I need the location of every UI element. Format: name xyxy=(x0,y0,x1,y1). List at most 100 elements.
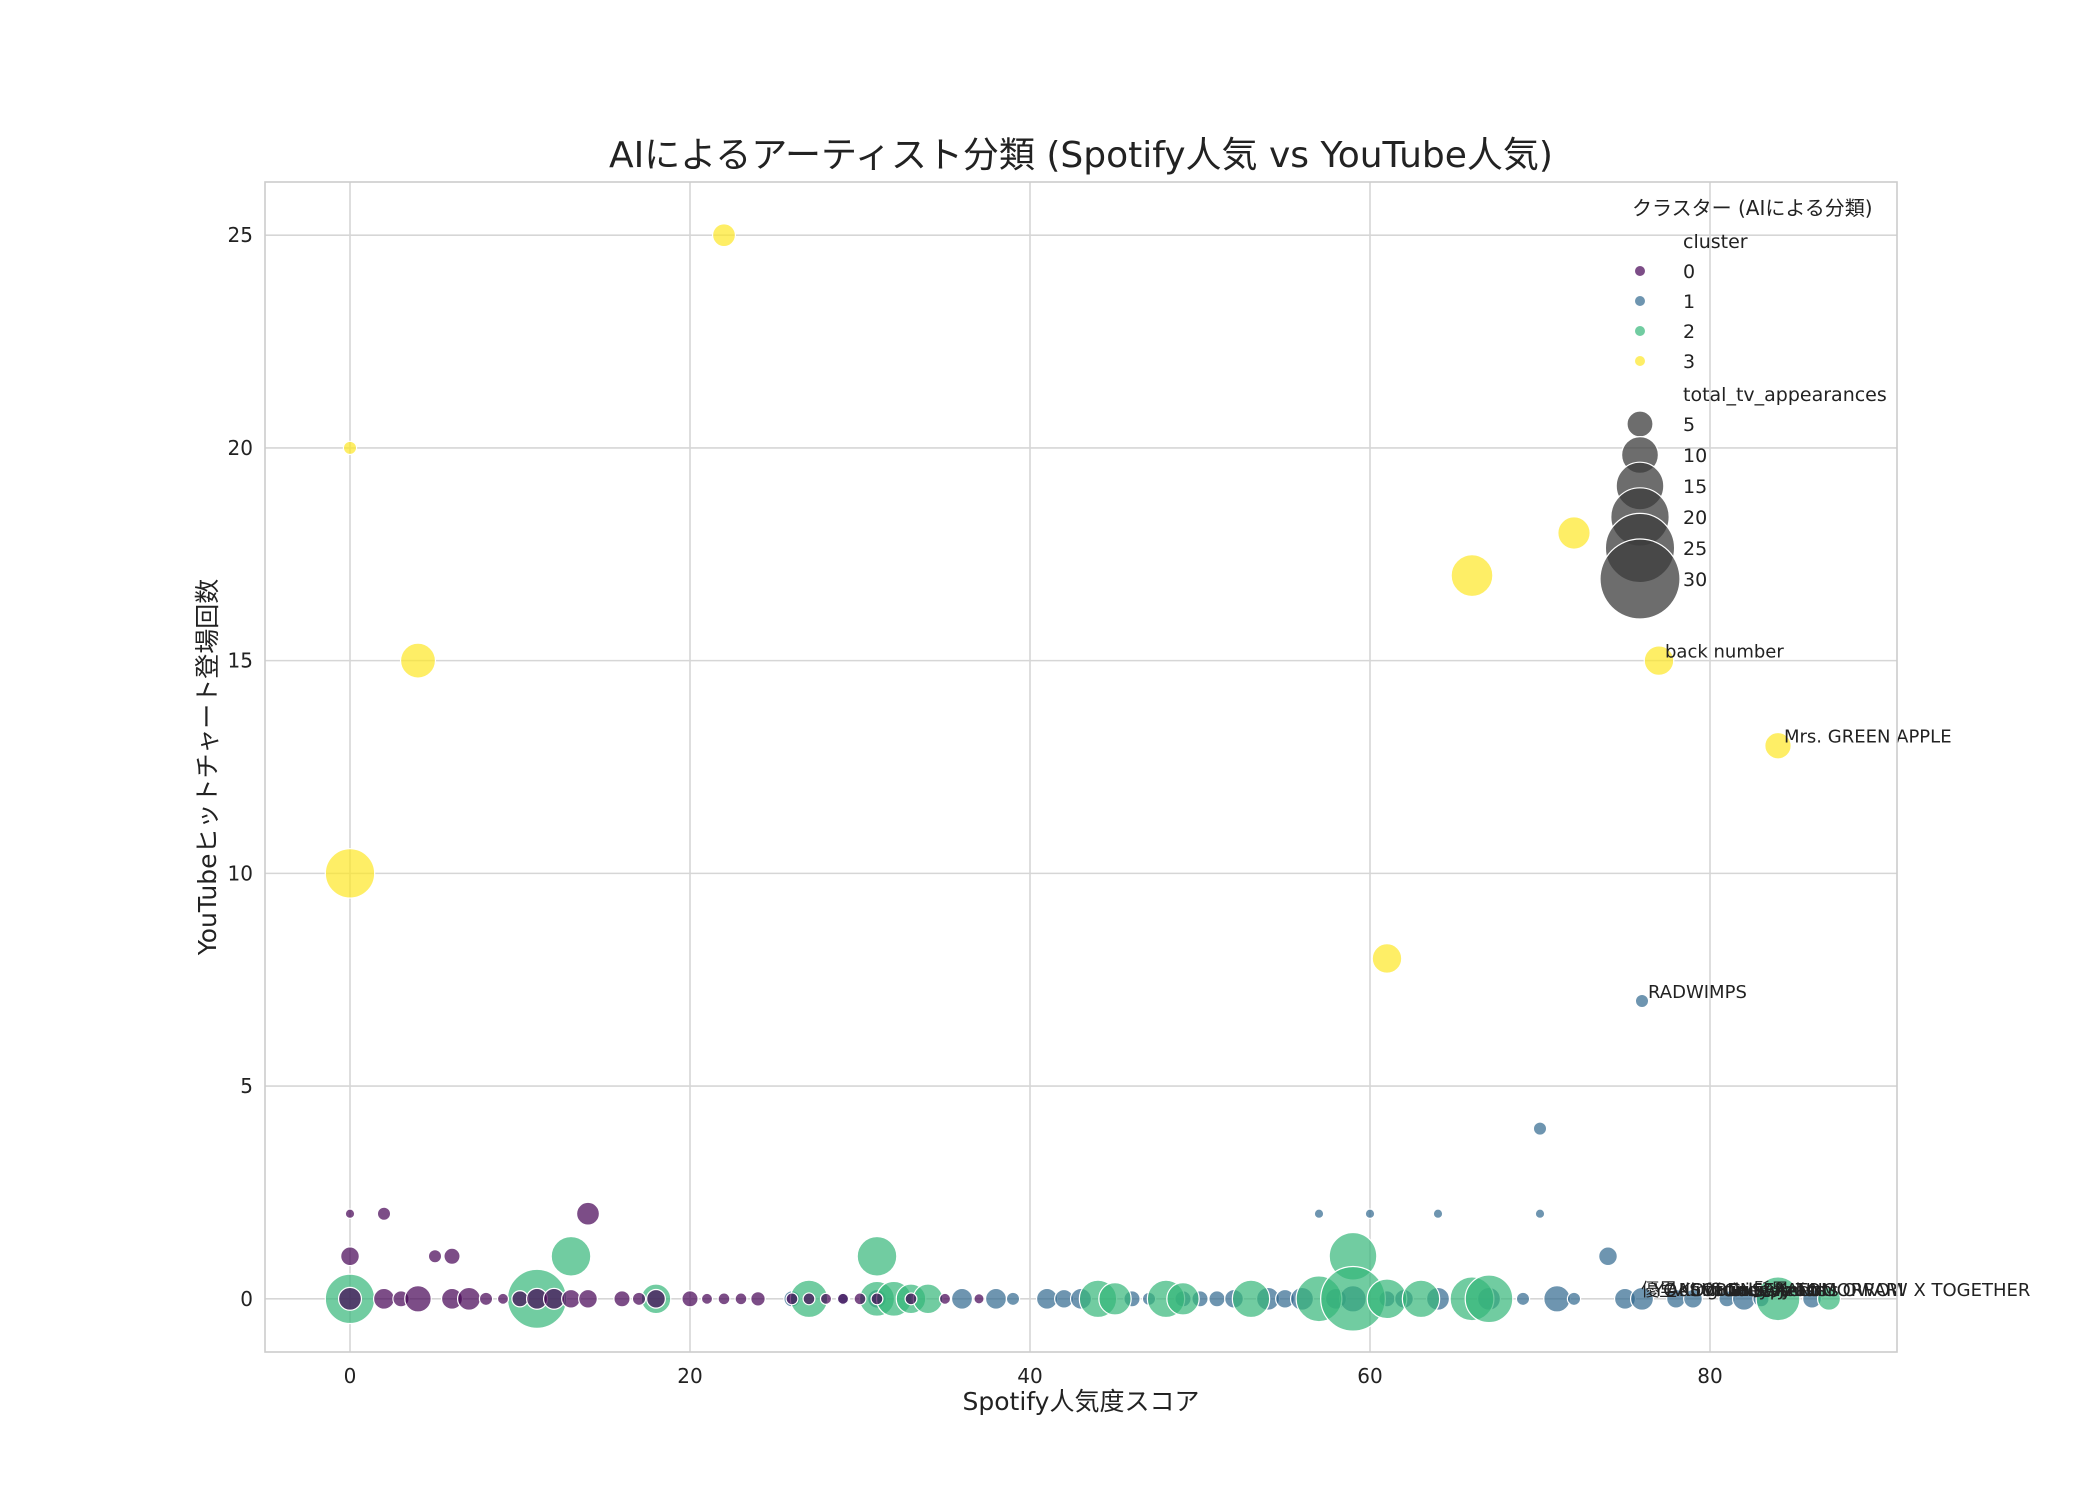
legend-size-label: 10 xyxy=(1683,445,1707,467)
point-annotation: SEKAI NO OWARI xyxy=(1752,1280,1904,1301)
data-point-cluster-1 xyxy=(1432,1208,1444,1219)
data-point-cluster-2 xyxy=(1755,1276,1801,1322)
data-point-cluster-0 xyxy=(575,1201,601,1226)
data-point-cluster-0 xyxy=(750,1290,766,1307)
y-tick-label: 10 xyxy=(228,861,253,885)
legend-size-label: 5 xyxy=(1683,414,1695,436)
data-point-cluster-0 xyxy=(613,1290,631,1308)
data-point-cluster-1 xyxy=(1313,1208,1325,1219)
data-point-cluster-0 xyxy=(427,1249,443,1264)
data-point-cluster-2 xyxy=(912,1283,944,1315)
data-point-cluster-0 xyxy=(496,1292,510,1305)
data-point-cluster-1 xyxy=(1534,1208,1546,1219)
x-axis-label: Spotify人気度スコア xyxy=(963,1387,1200,1416)
data-point-cluster-2 xyxy=(1401,1279,1441,1319)
legend-marker-cluster-3 xyxy=(1634,355,1646,367)
point-annotation: Vaundy xyxy=(1702,1280,1769,1301)
data-point-cluster-3 xyxy=(1764,731,1792,760)
legend-size-label: 30 xyxy=(1683,569,1707,591)
point-annotation: Ado xyxy=(1667,1280,1701,1301)
point-annotation: TOMORROW X TOGETHER xyxy=(1795,1280,2031,1301)
point-annotation: back number xyxy=(1665,642,1784,663)
data-point-cluster-0 xyxy=(717,1292,731,1306)
data-point-cluster-1 xyxy=(1364,1208,1376,1219)
data-point-cluster-0 xyxy=(344,1208,356,1219)
data-point-cluster-0 xyxy=(853,1292,867,1306)
data-point-cluster-0 xyxy=(973,1293,985,1305)
data-point-cluster-1 xyxy=(1515,1291,1531,1307)
data-point-cluster-1 xyxy=(1629,1286,1655,1311)
data-point-cluster-0 xyxy=(802,1292,816,1306)
point-annotation: King Gnu xyxy=(1679,1280,1761,1301)
data-point-cluster-0 xyxy=(443,1247,461,1265)
legend-size-title: total_tv_appearances xyxy=(1683,384,1887,406)
data-point-cluster-1 xyxy=(1005,1291,1021,1307)
legend-size-label: 25 xyxy=(1683,538,1707,560)
x-tick-label: 40 xyxy=(1017,1364,1042,1388)
data-point-cluster-1 xyxy=(950,1287,974,1310)
data-point-cluster-2 xyxy=(1464,1274,1514,1324)
data-point-cluster-0 xyxy=(681,1290,699,1308)
data-point-cluster-1 xyxy=(1532,1121,1548,1136)
data-point-cluster-0 xyxy=(938,1292,952,1305)
data-point-cluster-2 xyxy=(1166,1282,1200,1316)
data-point-cluster-0 xyxy=(340,1246,360,1267)
x-tick-label: 20 xyxy=(677,1364,702,1388)
data-point-cluster-0 xyxy=(561,1288,581,1309)
data-point-cluster-0 xyxy=(836,1292,850,1305)
data-point-cluster-3 xyxy=(324,848,376,899)
legend-label-cluster-3: 3 xyxy=(1683,351,1695,373)
data-point-cluster-0 xyxy=(511,1290,529,1308)
legend: クラスター (AIによる分類) cluster 0 1 2 3 total_tv_ap… xyxy=(1599,196,1887,620)
data-point-cluster-0 xyxy=(819,1292,833,1305)
y-tick-label: 20 xyxy=(228,436,253,460)
data-point-cluster-3 xyxy=(711,223,737,248)
point-annotation: RADWIMPS xyxy=(1648,982,1747,1003)
data-point-cluster-1 xyxy=(1208,1290,1226,1308)
chart-title: AIによるアーティスト分類 (Spotify人気 vs YouTube人気) xyxy=(609,135,1553,176)
data-point-cluster-3 xyxy=(1557,516,1591,550)
data-point-cluster-1 xyxy=(1683,1288,1703,1309)
data-point-cluster-0 xyxy=(372,1287,396,1310)
point-annotation: Mrs. GREEN APPLE xyxy=(1784,727,1952,748)
data-point-cluster-0 xyxy=(646,1288,666,1309)
point-annotation: Creepy Nuts xyxy=(1728,1280,1839,1301)
legend-label-cluster-2: 2 xyxy=(1683,321,1695,343)
legend-size-label: 15 xyxy=(1683,476,1707,498)
data-point-cluster-3 xyxy=(1450,554,1494,598)
y-tick-label: 15 xyxy=(228,649,253,673)
data-point-cluster-3 xyxy=(399,642,437,679)
annotations: back number Mrs. GREEN APPLE RADWIMPS 優里YOA… xyxy=(1641,642,2030,1301)
data-point-cluster-2 xyxy=(856,1235,898,1277)
data-points xyxy=(324,223,1842,1332)
legend-marker-cluster-1 xyxy=(1634,295,1646,307)
point-annotation: Aimer xyxy=(1764,1280,1818,1301)
y-tick-label: 25 xyxy=(228,223,253,247)
legend-hue-title: cluster xyxy=(1683,231,1748,253)
data-point-cluster-0 xyxy=(870,1292,884,1306)
point-annotation: Official髭男dism xyxy=(1691,1279,1833,1301)
legend-marker-cluster-2 xyxy=(1634,325,1646,337)
data-point-cluster-3 xyxy=(1371,943,1403,974)
data-point-cluster-0 xyxy=(478,1291,494,1307)
data-point-cluster-0 xyxy=(376,1206,392,1221)
legend-label-cluster-0: 0 xyxy=(1683,261,1695,283)
legend-size-marker xyxy=(1626,410,1654,438)
data-point-cluster-0 xyxy=(734,1292,748,1306)
data-point-cluster-1 xyxy=(1598,1246,1618,1267)
data-point-cluster-0 xyxy=(337,1286,363,1311)
point-annotation: NewJeans xyxy=(1740,1280,1827,1301)
data-point-cluster-3 xyxy=(1643,645,1675,676)
data-point-cluster-2 xyxy=(1816,1286,1842,1311)
data-point-cluster-1 xyxy=(1543,1285,1571,1313)
y-tick-label: 5 xyxy=(240,1074,253,1098)
data-point-cluster-2 xyxy=(1366,1278,1408,1320)
data-point-cluster-1 xyxy=(984,1287,1008,1310)
data-point-cluster-0 xyxy=(785,1292,799,1306)
legend-size-label: 20 xyxy=(1683,507,1707,529)
point-annotation: YOASOBI xyxy=(1652,1280,1732,1301)
plot-frame xyxy=(264,181,1898,1353)
data-point-cluster-2 xyxy=(1098,1282,1132,1316)
data-point-cluster-1 xyxy=(1634,993,1650,1009)
